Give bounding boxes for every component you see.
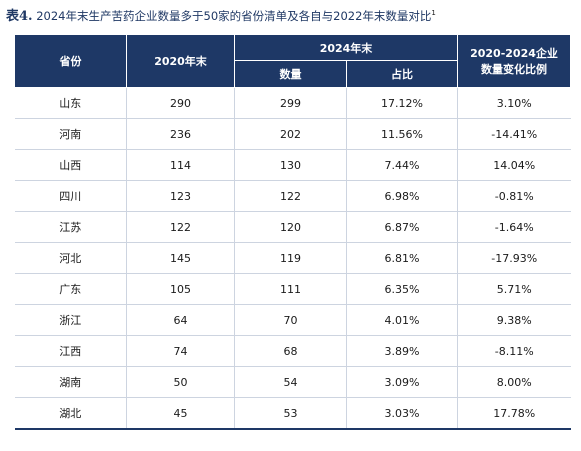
cell-2020-end: 50 xyxy=(126,366,235,398)
cell-2020-end: 236 xyxy=(126,118,235,150)
cell-2020-end: 123 xyxy=(126,180,235,212)
cell-change-ratio: -0.81% xyxy=(457,180,571,212)
cell-2020-end: 45 xyxy=(126,397,235,430)
cell-change-ratio: 3.10% xyxy=(457,87,571,119)
table-caption: 表4. 2024年末生产苦药企业数量多于50家的省份清单及各自与2022年末数量… xyxy=(6,3,436,24)
cell-province: 四川 xyxy=(14,180,127,212)
cell-2020-end: 114 xyxy=(126,149,235,181)
cell-2020-end: 74 xyxy=(126,335,235,367)
cell-2024-count: 120 xyxy=(234,211,347,243)
table-row: 湖南 50 54 3.09% 8.00% xyxy=(14,366,571,398)
province-enterprise-table: 省份 2020年末 2024年末 2020-2024企业 数量变化比例 数量 占… xyxy=(14,34,571,430)
table-number: 表4. xyxy=(6,8,33,24)
cell-change-ratio: 9.38% xyxy=(457,304,571,336)
cell-2024-share: 17.12% xyxy=(346,87,458,119)
table-row: 湖北 45 53 3.03% 17.78% xyxy=(14,397,571,430)
header-change-ratio: 2020-2024企业 数量变化比例 xyxy=(457,34,571,88)
cell-change-ratio: -8.11% xyxy=(457,335,571,367)
cell-2024-share: 4.01% xyxy=(346,304,458,336)
cell-change-ratio: -17.93% xyxy=(457,242,571,274)
cell-change-ratio: 5.71% xyxy=(457,273,571,305)
header-share: 占比 xyxy=(346,60,458,88)
cell-2024-count: 68 xyxy=(234,335,347,367)
cell-2020-end: 145 xyxy=(126,242,235,274)
table-title: 2024年末生产苦药企业数量多于50家的省份清单及各自与2022年末数量对比 xyxy=(36,8,432,23)
cell-2024-count: 53 xyxy=(234,397,347,430)
cell-2024-count: 122 xyxy=(234,180,347,212)
table-row: 山东 290 299 17.12% 3.10% xyxy=(14,87,571,119)
cell-2024-count: 54 xyxy=(234,366,347,398)
cell-2024-share: 6.81% xyxy=(346,242,458,274)
header-change-line2: 数量变化比例 xyxy=(481,63,547,76)
cell-province: 湖北 xyxy=(14,397,127,430)
cell-province: 山东 xyxy=(14,87,127,119)
cell-province: 山西 xyxy=(14,149,127,181)
cell-change-ratio: -14.41% xyxy=(457,118,571,150)
table-row: 河南 236 202 11.56% -14.41% xyxy=(14,118,571,150)
cell-2024-share: 3.89% xyxy=(346,335,458,367)
header-2020-end: 2020年末 xyxy=(126,34,235,88)
table-row: 四川 123 122 6.98% -0.81% xyxy=(14,180,571,212)
table-row: 河北 145 119 6.81% -17.93% xyxy=(14,242,571,274)
cell-2024-share: 3.03% xyxy=(346,397,458,430)
cell-2024-share: 7.44% xyxy=(346,149,458,181)
cell-2024-share: 6.35% xyxy=(346,273,458,305)
cell-change-ratio: 14.04% xyxy=(457,149,571,181)
table-row: 山西 114 130 7.44% 14.04% xyxy=(14,149,571,181)
cell-2024-share: 11.56% xyxy=(346,118,458,150)
header-2024-end: 2024年末 xyxy=(234,34,458,61)
cell-2024-count: 202 xyxy=(234,118,347,150)
cell-province: 河南 xyxy=(14,118,127,150)
cell-2020-end: 122 xyxy=(126,211,235,243)
table-row: 浙江 64 70 4.01% 9.38% xyxy=(14,304,571,336)
table-row: 广东 105 111 6.35% 5.71% xyxy=(14,273,571,305)
cell-province: 广东 xyxy=(14,273,127,305)
cell-2024-count: 70 xyxy=(234,304,347,336)
cell-province: 江苏 xyxy=(14,211,127,243)
cell-province: 湖南 xyxy=(14,366,127,398)
cell-2024-count: 119 xyxy=(234,242,347,274)
table-row: 江西 74 68 3.89% -8.11% xyxy=(14,335,571,367)
cell-change-ratio: 17.78% xyxy=(457,397,571,430)
cell-province: 江西 xyxy=(14,335,127,367)
cell-2024-share: 6.98% xyxy=(346,180,458,212)
cell-2024-share: 3.09% xyxy=(346,366,458,398)
cell-2020-end: 290 xyxy=(126,87,235,119)
header-count: 数量 xyxy=(234,60,347,88)
cell-change-ratio: 8.00% xyxy=(457,366,571,398)
cell-change-ratio: -1.64% xyxy=(457,211,571,243)
table-body: 山东 290 299 17.12% 3.10% 河南 236 202 11.56% -14.41%… xyxy=(14,87,571,430)
header-province: 省份 xyxy=(14,34,127,88)
table-row: 江苏 122 120 6.87% -1.64% xyxy=(14,211,571,243)
cell-province: 河北 xyxy=(14,242,127,274)
header-change-line1: 2020-2024企业 xyxy=(470,47,558,60)
cell-2024-count: 299 xyxy=(234,87,347,119)
cell-province: 浙江 xyxy=(14,304,127,336)
cell-2020-end: 64 xyxy=(126,304,235,336)
cell-2024-share: 6.87% xyxy=(346,211,458,243)
cell-2024-count: 130 xyxy=(234,149,347,181)
footnote-mark: 1 xyxy=(431,9,436,17)
cell-2024-count: 111 xyxy=(234,273,347,305)
cell-2020-end: 105 xyxy=(126,273,235,305)
